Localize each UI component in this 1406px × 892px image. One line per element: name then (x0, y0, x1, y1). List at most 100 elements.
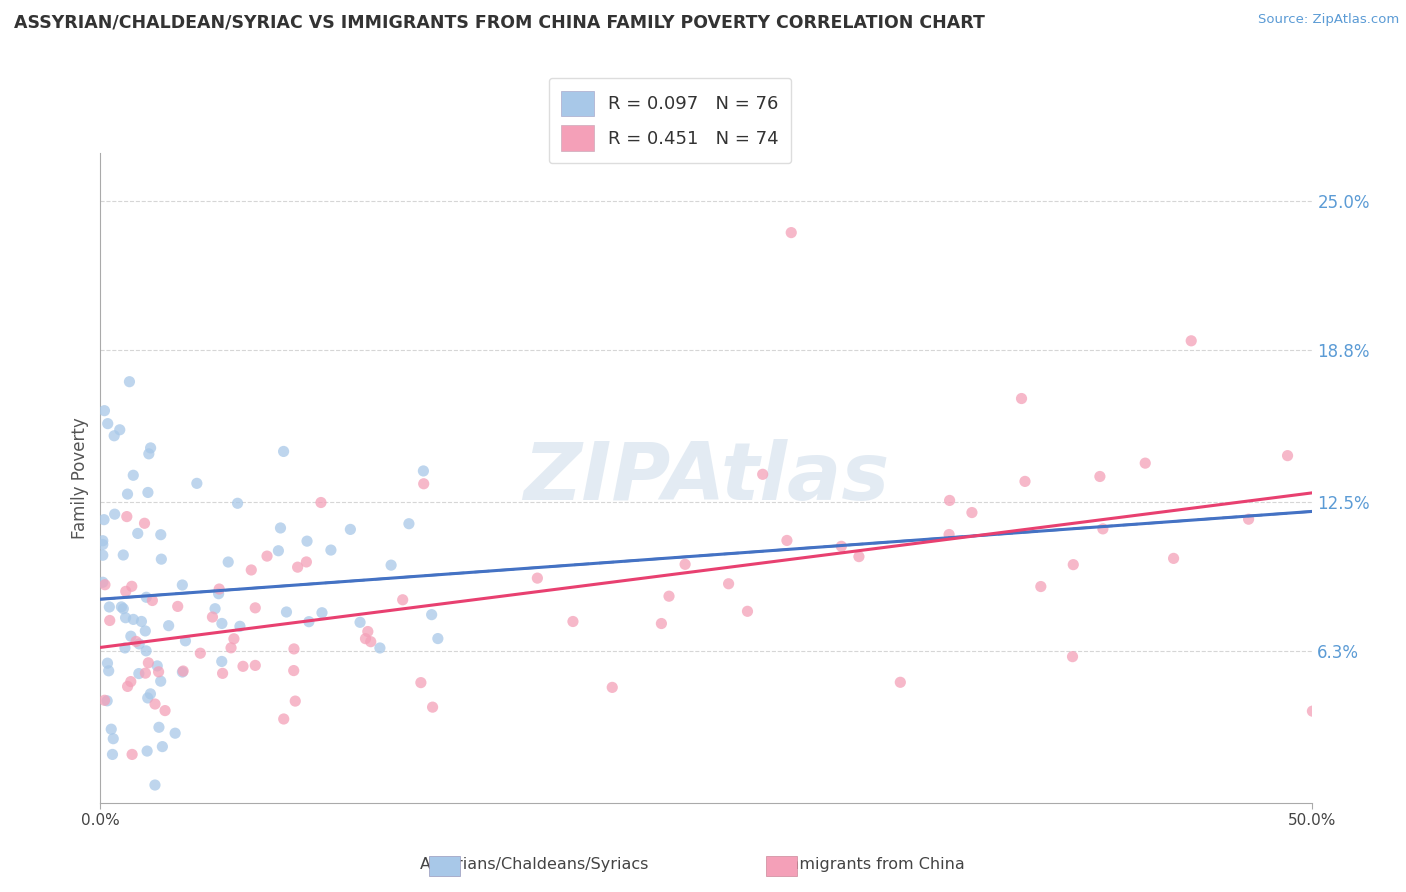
Point (128, 637, 150, 651)
Point (938, 493, 960, 508)
Text: Assyrians/Chaldeans/Syriacs: Assyrians/Chaldeans/Syriacs (419, 857, 650, 872)
Point (207, 587, 229, 601)
Legend: R = 0.097   N = 76, R = 0.451   N = 74: R = 0.097 N = 76, R = 0.451 N = 74 (548, 78, 792, 163)
Point (91, 575, 114, 590)
Point (143, 778, 166, 792)
Point (97, 417, 120, 431)
Point (149, 527, 172, 541)
Point (245, 658, 267, 673)
Point (420, 607, 443, 622)
Point (211, 666, 233, 681)
Point (208, 582, 231, 596)
Point (138, 656, 160, 670)
Point (148, 720, 170, 734)
Point (267, 543, 290, 558)
Point (114, 611, 136, 625)
Point (360, 634, 382, 648)
Point (120, 674, 142, 689)
Point (98, 614, 121, 628)
Point (298, 615, 321, 629)
Point (172, 664, 194, 678)
Point (830, 539, 852, 553)
Point (114, 640, 136, 655)
Point (98, 599, 121, 614)
Point (201, 610, 224, 624)
Point (232, 659, 254, 673)
Point (172, 578, 194, 592)
Point (108, 423, 131, 437)
Point (104, 507, 127, 521)
Point (103, 731, 125, 746)
Point (283, 641, 305, 656)
Point (110, 599, 132, 614)
Point (245, 600, 267, 615)
Point (256, 549, 278, 563)
Point (139, 441, 162, 455)
Point (121, 579, 143, 593)
Point (368, 640, 391, 655)
Point (136, 690, 159, 705)
Point (717, 576, 740, 591)
Point (217, 555, 239, 569)
Point (149, 674, 172, 689)
Point (737, 604, 759, 618)
Y-axis label: Family Poverty: Family Poverty (72, 417, 89, 539)
Point (960, 506, 983, 520)
Point (100, 722, 122, 736)
Point (1277, 449, 1299, 463)
Point (658, 589, 681, 603)
Point (141, 593, 163, 607)
Point (117, 680, 139, 694)
Point (219, 640, 242, 655)
Point (93, 403, 115, 417)
Point (153, 704, 176, 718)
Point (1301, 704, 1323, 718)
Text: Immigrants from China: Immigrants from China (779, 857, 965, 872)
Point (91, 548, 114, 562)
Point (165, 726, 187, 740)
Point (240, 563, 263, 577)
Point (1062, 558, 1084, 572)
Point (284, 694, 307, 708)
Point (391, 592, 413, 607)
Point (426, 632, 449, 646)
Point (422, 700, 444, 714)
Point (780, 226, 803, 240)
Point (269, 521, 291, 535)
Point (166, 599, 188, 614)
Point (118, 375, 141, 389)
Point (138, 447, 160, 461)
Point (211, 616, 233, 631)
Point (122, 468, 145, 483)
Point (273, 444, 295, 458)
Point (97, 664, 120, 678)
Point (1062, 649, 1084, 664)
Text: ASSYRIAN/CHALDEAN/SYRIAC VS IMMIGRANTS FROM CHINA FAMILY POVERTY CORRELATION CHA: ASSYRIAN/CHALDEAN/SYRIAC VS IMMIGRANTS F… (14, 13, 986, 31)
Point (136, 744, 159, 758)
Point (398, 516, 420, 531)
Point (276, 605, 298, 619)
Point (412, 464, 434, 478)
Point (139, 687, 162, 701)
Point (229, 619, 252, 633)
Point (354, 632, 377, 646)
Point (295, 555, 318, 569)
Text: Source: ZipAtlas.com: Source: ZipAtlas.com (1258, 13, 1399, 27)
Point (174, 633, 197, 648)
Point (114, 584, 136, 599)
Point (273, 712, 295, 726)
Point (1135, 456, 1157, 470)
Point (412, 476, 434, 491)
Point (127, 526, 149, 541)
Point (309, 495, 332, 509)
Point (94, 578, 117, 592)
Point (650, 616, 672, 631)
Point (226, 496, 249, 510)
Point (148, 665, 170, 679)
Point (188, 646, 211, 660)
Point (91, 537, 114, 551)
Point (143, 697, 166, 711)
Point (134, 666, 156, 681)
Point (112, 601, 135, 615)
Point (157, 618, 180, 632)
